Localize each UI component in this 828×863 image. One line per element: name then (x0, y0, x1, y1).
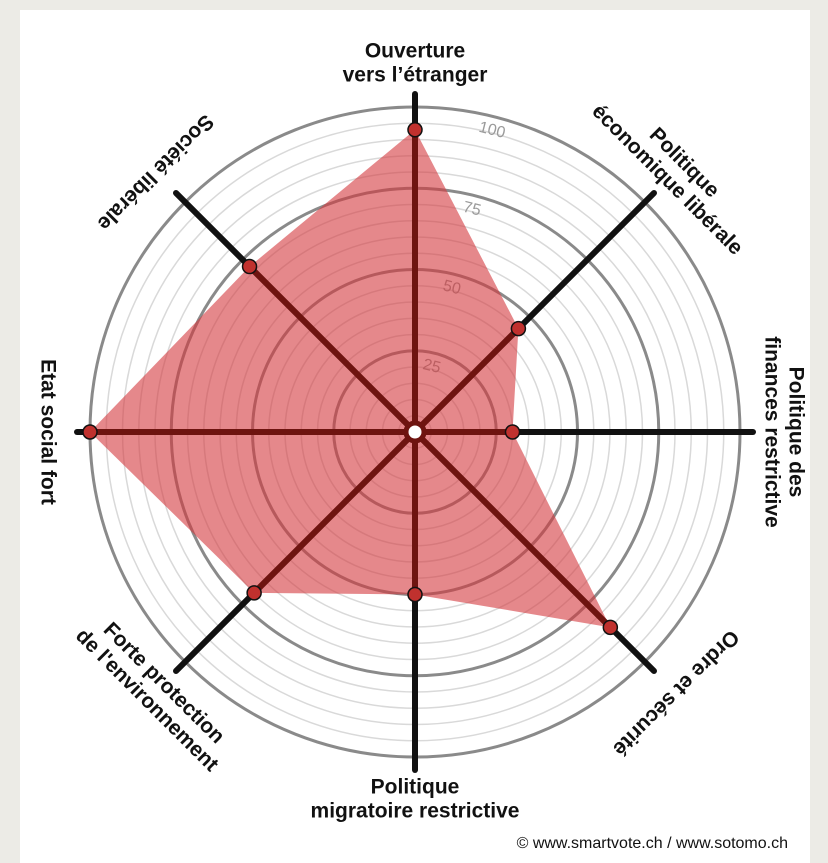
data-point (246, 585, 262, 601)
axis-label-line: finances restrictive (760, 336, 783, 527)
tick-label: 75 (461, 199, 482, 220)
data-point (504, 424, 521, 440)
axis-label-line: Ouverture (365, 40, 465, 63)
axis-label-line: Politique des (784, 367, 807, 498)
value-spoke (412, 429, 614, 631)
data-point (407, 122, 423, 138)
value-spoke (246, 263, 418, 435)
axis-label: Etat social fort (36, 359, 59, 505)
value-spoke (412, 325, 522, 435)
tick-label: 100 (477, 119, 507, 142)
axis-label-line: Etat social fort (36, 359, 59, 505)
data-point (407, 586, 423, 603)
copyright-text: © www.smartvote.ch / www.sotomo.ch (516, 835, 788, 852)
series-area (90, 129, 611, 628)
center-hub (403, 420, 427, 444)
data-point (510, 320, 527, 337)
value-spoke (251, 429, 418, 596)
axis-label-line: Politique (371, 776, 460, 799)
data-point (602, 619, 619, 636)
data-point (82, 424, 98, 440)
data-point (241, 258, 258, 275)
axis-label-line: migratoire restrictive (311, 800, 520, 823)
axis-label-line: vers l’étranger (343, 64, 488, 87)
